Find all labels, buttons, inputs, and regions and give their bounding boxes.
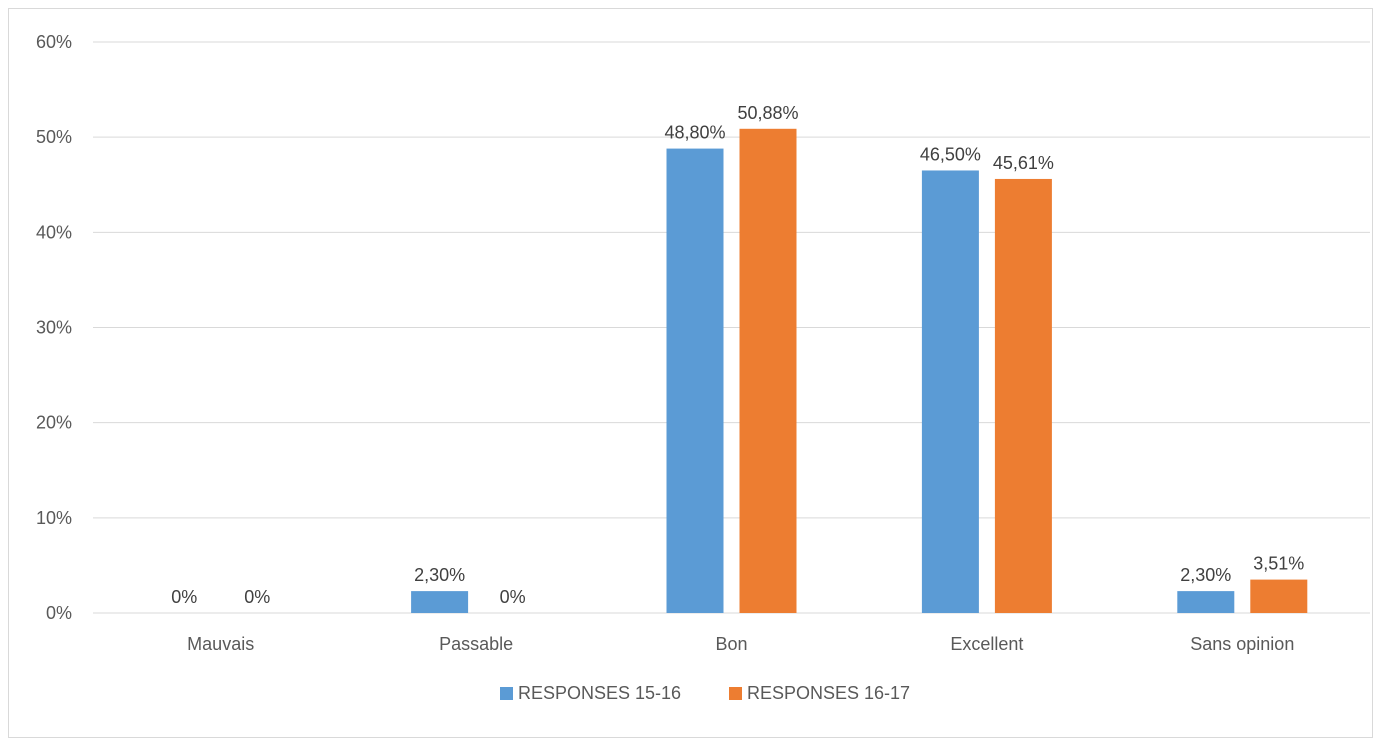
bar-bon-series-1 (666, 148, 724, 613)
bar-bon-series-2 (739, 128, 797, 614)
legend-swatch-series-1 (500, 687, 513, 700)
x-tick-label: Sans opinion (1190, 634, 1294, 654)
data-labels: 0% 0% 2,30% 0% 48,80% 50,88% 46,50% 45,61% 2,30%… (171, 103, 1304, 607)
x-tick-label: Excellent (950, 634, 1023, 654)
legend-label-series-2: RESPONSES 16-17 (747, 683, 910, 703)
legend: RESPONSES 15-16 RESPONSES 16-17 (500, 683, 910, 703)
x-tick-label: Passable (439, 634, 513, 654)
data-label: 48,80% (664, 123, 725, 143)
y-tick-label: 20% (36, 413, 72, 433)
data-label: 2,30% (1180, 565, 1231, 585)
bar-excellent-series-1 (921, 170, 979, 613)
bars (411, 128, 1308, 614)
bar-sans-opinion-series-2 (1250, 579, 1308, 613)
y-tick-label: 0% (46, 603, 72, 623)
data-label: 2,30% (414, 565, 465, 585)
data-label: 0% (171, 587, 197, 607)
data-label: 46,50% (920, 144, 981, 164)
x-axis-tick-labels: Mauvais Passable Bon Excellent Sans opinion (187, 634, 1294, 654)
data-label: 0% (500, 587, 526, 607)
data-label: 45,61% (993, 153, 1054, 173)
x-tick-label: Mauvais (187, 634, 254, 654)
bar-excellent-series-2 (994, 178, 1052, 614)
legend-label-series-1: RESPONSES 15-16 (518, 683, 681, 703)
x-tick-label: Bon (715, 634, 747, 654)
y-tick-label: 40% (36, 222, 72, 242)
y-tick-label: 30% (36, 318, 72, 338)
legend-swatch-series-2 (729, 687, 742, 700)
bar-passable-series-1 (411, 591, 469, 613)
y-axis-tick-labels: 0% 10% 20% 30% 40% 50% 60% (36, 32, 72, 623)
data-label: 0% (244, 587, 270, 607)
y-tick-label: 50% (36, 127, 72, 147)
bar-sans-opinion-series-1 (1177, 591, 1235, 613)
data-label: 50,88% (737, 103, 798, 123)
gridlines (93, 41, 1370, 614)
y-tick-label: 60% (36, 32, 72, 52)
data-label: 3,51% (1253, 554, 1304, 574)
y-tick-label: 10% (36, 508, 72, 528)
